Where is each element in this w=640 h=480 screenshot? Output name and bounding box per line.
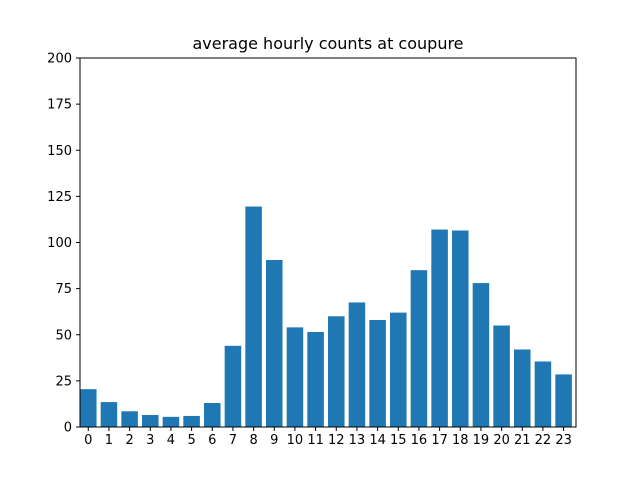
x-tick-label: 12 [328, 433, 345, 448]
bar-hour-12 [328, 316, 345, 427]
bar-hour-15 [390, 312, 407, 427]
bar-hour-23 [555, 374, 572, 427]
x-tick-label: 19 [473, 433, 490, 448]
x-tick-label: 5 [187, 433, 195, 448]
plot-frame [79, 57, 577, 428]
x-tick-label: 15 [390, 433, 407, 448]
y-tick-label: 125 [47, 190, 72, 205]
x-tick-label: 7 [229, 433, 237, 448]
bar-hour-11 [307, 331, 324, 427]
bar-hour-16 [410, 270, 428, 427]
bar-hour-1 [100, 402, 118, 427]
y-tick-label: 200 [47, 52, 72, 67]
y-tick-label: 150 [47, 144, 72, 159]
y-tick-label: 100 [47, 236, 72, 251]
x-tick-label: 16 [411, 433, 428, 448]
bar-hour-21 [514, 349, 531, 427]
x-tick-label: 13 [349, 433, 366, 448]
x-tick-label: 11 [307, 433, 324, 448]
bar-hour-5 [183, 415, 200, 427]
bar-hour-8 [245, 206, 262, 427]
chart-title: average hourly counts at coupure [192, 34, 463, 53]
bar-hour-9 [266, 260, 283, 427]
x-tick-label: 1 [105, 433, 113, 448]
bar-hour-22 [534, 361, 552, 427]
x-tick-label: 0 [84, 433, 92, 448]
y-axis: 0 25 50 75 100 125 150 175 200 [47, 52, 80, 436]
x-tick-label: 6 [208, 433, 216, 448]
bar-hour-14 [369, 319, 386, 427]
x-tick-label: 3 [146, 433, 154, 448]
y-tick-label: 25 [55, 374, 72, 389]
bar-hour-18 [452, 230, 469, 427]
x-tick-label: 17 [431, 433, 448, 448]
bar-hour-13 [348, 302, 366, 427]
y-tick-label: 50 [55, 328, 72, 343]
x-tick-label: 18 [452, 433, 469, 448]
x-tick-label: 21 [514, 433, 531, 448]
x-tick-label: 10 [287, 433, 304, 448]
bar-hour-7 [224, 345, 242, 427]
bar-hour-0 [80, 389, 97, 427]
y-tick-label: 0 [64, 421, 72, 436]
y-tick-label: 175 [47, 98, 72, 113]
x-tick-label: 4 [167, 433, 175, 448]
bar-hour-6 [204, 403, 221, 427]
bar-hour-3 [142, 415, 159, 427]
x-axis: 0 1 2 3 4 5 6 7 8 9 10 11 12 13 14 15 16 17 18 19 20 21 22 23 [84, 427, 572, 448]
bar-hour-10 [286, 327, 304, 427]
x-tick-label: 14 [369, 433, 386, 448]
x-tick-label: 2 [125, 433, 133, 448]
bar-hour-17 [431, 229, 448, 427]
bar-hour-19 [472, 283, 490, 427]
bar-hour-2 [121, 411, 138, 427]
bar-hour-20 [493, 325, 510, 427]
x-tick-label: 20 [493, 433, 510, 448]
bars-layer [80, 206, 572, 427]
bar-hour-4 [162, 416, 180, 427]
x-tick-label: 9 [270, 433, 278, 448]
x-tick-label: 22 [535, 433, 552, 448]
x-tick-label: 23 [555, 433, 572, 448]
y-tick-label: 75 [55, 282, 72, 297]
x-tick-label: 8 [249, 433, 257, 448]
